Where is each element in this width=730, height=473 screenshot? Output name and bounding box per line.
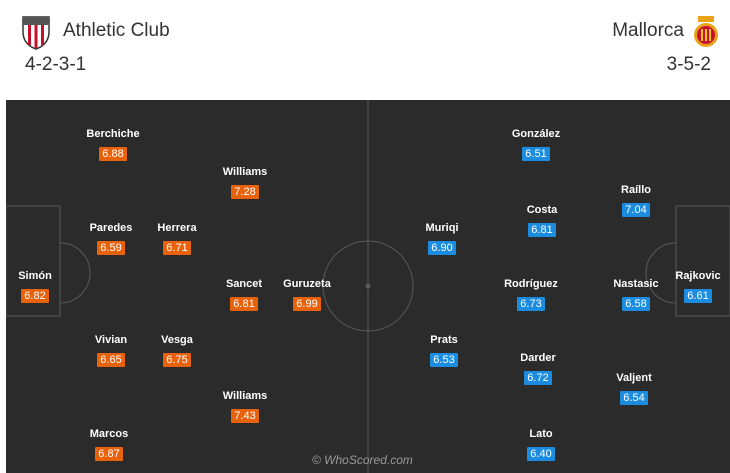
player-rating-badge: 7.04 <box>622 203 650 217</box>
home-player[interactable]: Sancet 6.81 <box>204 278 284 312</box>
player-rating-badge: 6.58 <box>622 297 650 311</box>
player-name[interactable]: Lato <box>529 428 553 440</box>
player-name[interactable]: Simón <box>18 270 52 282</box>
away-player[interactable]: Rodríguez 6.73 <box>491 278 571 312</box>
player-name[interactable]: Raíllo <box>621 184 651 196</box>
player-rating-badge: 6.87 <box>95 447 123 461</box>
away-formation: 3-5-2 <box>666 54 711 75</box>
away-player[interactable]: Costa 6.81 <box>502 204 582 238</box>
player-rating-badge: 6.40 <box>527 447 555 461</box>
home-player[interactable]: Berchiche 6.88 <box>73 128 153 162</box>
player-rating-badge: 6.72 <box>524 371 552 385</box>
player-name[interactable]: Herrera <box>157 222 197 234</box>
away-player[interactable]: Raíllo 7.04 <box>596 184 676 218</box>
player-name[interactable]: Guruzeta <box>283 278 331 290</box>
player-name[interactable]: Rajkovic <box>675 270 721 282</box>
player-name[interactable]: Berchiche <box>86 128 140 140</box>
player-rating-badge: 6.53 <box>430 353 458 367</box>
player-rating-badge: 6.59 <box>97 241 125 255</box>
player-rating-badge: 6.65 <box>97 353 125 367</box>
home-player[interactable]: Paredes 6.59 <box>71 222 151 256</box>
home-player[interactable]: Vesga 6.75 <box>137 334 217 368</box>
home-team-name[interactable]: Athletic Club <box>63 20 170 41</box>
home-player[interactable]: Guruzeta 6.99 <box>267 278 347 312</box>
home-formation: 4-2-3-1 <box>25 54 87 75</box>
player-rating-badge: 7.43 <box>231 409 259 423</box>
pitch: Simón 6.82 Berchiche 6.88 Paredes 6.59 Vivian 6… <box>6 100 730 473</box>
player-rating-badge: 6.61 <box>684 289 712 303</box>
player-rating-badge: 6.82 <box>21 289 49 303</box>
player-name[interactable]: Sancet <box>225 278 263 290</box>
home-player[interactable]: Marcos 6.87 <box>69 428 149 462</box>
player-rating-badge: 6.75 <box>163 353 191 367</box>
match-header: Athletic Club 4-2-3-1 Mallorca 3-5-2 <box>0 0 730 96</box>
player-name[interactable]: Nastasic <box>613 278 659 290</box>
home-player[interactable]: Williams 7.43 <box>205 390 285 424</box>
player-name[interactable]: González <box>511 128 561 140</box>
home-player[interactable]: Simón 6.82 <box>6 270 75 304</box>
away-player[interactable]: Rajkovic 6.61 <box>658 270 730 304</box>
player-name[interactable]: Prats <box>430 334 458 346</box>
away-player[interactable]: Muriqi 6.90 <box>402 222 482 256</box>
home-player[interactable]: Herrera 6.71 <box>137 222 217 256</box>
player-name[interactable]: Paredes <box>89 222 133 234</box>
player-name[interactable]: Darder <box>520 352 556 364</box>
player-name[interactable]: Muriqi <box>425 222 459 234</box>
player-rating-badge: 6.99 <box>293 297 321 311</box>
player-rating-badge: 6.73 <box>517 297 545 311</box>
away-team-name[interactable]: Mallorca <box>612 20 684 41</box>
player-rating-badge: 6.71 <box>163 241 191 255</box>
player-rating-badge: 6.81 <box>230 297 258 311</box>
home-player[interactable]: Vivian 6.65 <box>71 334 151 368</box>
player-name[interactable]: Williams <box>222 166 268 178</box>
player-rating-badge: 6.81 <box>528 223 556 237</box>
player-rating-badge: 6.88 <box>99 147 127 161</box>
mallorca-crest-icon[interactable] <box>690 14 722 50</box>
player-rating-badge: 6.51 <box>522 147 550 161</box>
away-player[interactable]: González 6.51 <box>496 128 576 162</box>
athletic-club-crest-icon[interactable] <box>20 14 52 50</box>
player-name[interactable]: Marcos <box>89 428 129 440</box>
away-player[interactable]: Prats 6.53 <box>404 334 484 368</box>
away-player[interactable]: Valjent 6.54 <box>594 372 674 406</box>
player-rating-badge: 7.28 <box>231 185 259 199</box>
player-rating-badge: 6.90 <box>428 241 456 255</box>
home-player[interactable]: Williams 7.28 <box>205 166 285 200</box>
player-name[interactable]: Vesga <box>161 334 193 346</box>
player-name[interactable]: Rodríguez <box>504 278 558 290</box>
pitch-markings <box>6 100 730 473</box>
away-player[interactable]: Nastasic 6.58 <box>596 278 676 312</box>
watermark: © WhoScored.com <box>312 453 413 467</box>
player-name[interactable]: Costa <box>526 204 558 216</box>
player-name[interactable]: Williams <box>222 390 268 402</box>
away-player[interactable]: Lato 6.40 <box>501 428 581 462</box>
away-player[interactable]: Darder 6.72 <box>498 352 578 386</box>
player-name[interactable]: Vivian <box>94 334 128 346</box>
player-rating-badge: 6.54 <box>620 391 648 405</box>
player-name[interactable]: Valjent <box>616 372 652 384</box>
